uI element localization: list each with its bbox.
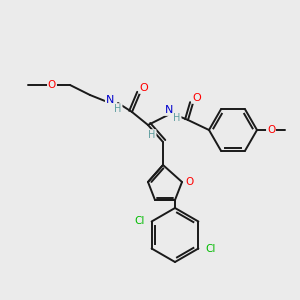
Text: O: O: [186, 177, 194, 187]
Text: H: H: [114, 104, 122, 114]
Text: O: O: [48, 80, 56, 90]
Text: Cl: Cl: [205, 244, 216, 254]
Text: N: N: [106, 95, 114, 105]
Text: O: O: [193, 93, 201, 103]
Text: H: H: [173, 113, 181, 123]
Text: N: N: [165, 105, 173, 115]
Text: O: O: [267, 125, 275, 135]
Text: H: H: [148, 130, 156, 140]
Text: Cl: Cl: [134, 217, 145, 226]
Text: O: O: [140, 83, 148, 93]
